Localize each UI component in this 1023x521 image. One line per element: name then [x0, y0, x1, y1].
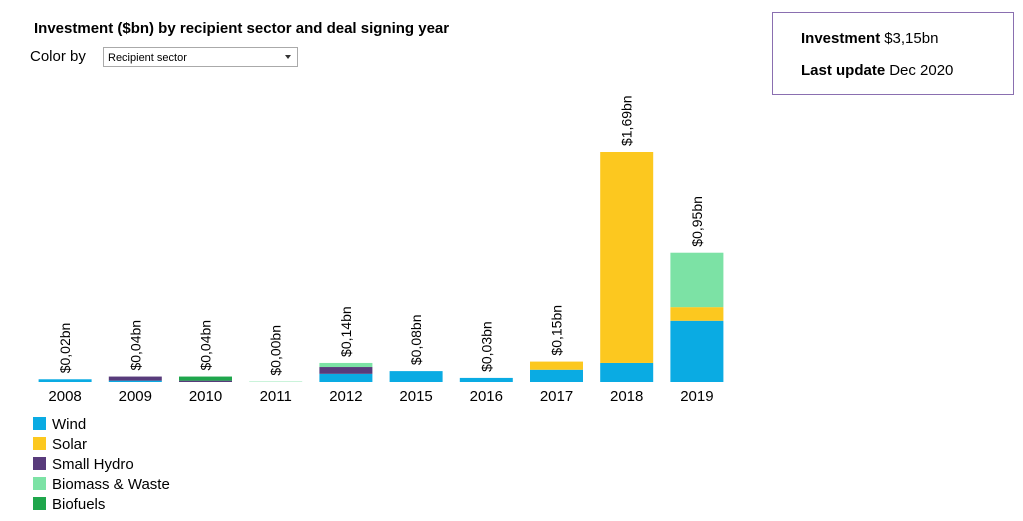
bar-segment	[319, 367, 373, 374]
legend-label: Solar	[52, 436, 87, 453]
bar-segment	[179, 376, 232, 381]
color-by-label: Color by	[30, 48, 86, 65]
legend-swatch	[33, 437, 46, 450]
bar-segment	[530, 361, 583, 370]
bar-segment	[319, 373, 373, 382]
dropdown-arrow[interactable]	[285, 55, 291, 59]
legend-swatch	[33, 457, 46, 470]
total-label: $0,04bn	[127, 320, 143, 371]
x-tick-label: 2009	[119, 388, 152, 405]
x-tick-label: 2012	[329, 388, 362, 405]
bar-segment	[600, 152, 654, 363]
bar-segment	[670, 307, 724, 321]
total-label: $0,03bn	[478, 321, 494, 372]
x-tick-label: 2018	[610, 388, 643, 405]
total-label: $0,95bn	[689, 196, 705, 247]
legend-label: Biofuels	[52, 496, 105, 513]
total-label: $0,14bn	[338, 306, 354, 357]
info-investment: Investment $3,15bn	[801, 30, 938, 47]
total-label: $0,15bn	[549, 305, 565, 356]
dropdown-box[interactable]	[103, 47, 298, 67]
x-tick-label: 2011	[260, 388, 292, 405]
legend-label: Wind	[52, 416, 86, 433]
dropdown[interactable]: Recipient sector	[103, 47, 298, 67]
x-tick-label: 2010	[189, 388, 222, 405]
bar-segment	[108, 380, 162, 382]
chart-title: Investment ($bn) by recipient sector and…	[34, 20, 449, 37]
x-tick-label: 2016	[470, 388, 503, 405]
x-tick-label: 2017	[540, 388, 573, 405]
total-label: $0,04bn	[198, 320, 214, 371]
dropdown-value[interactable]: Recipient sector	[108, 52, 187, 64]
legend-label: Small Hydro	[52, 456, 134, 473]
bar-segment	[108, 376, 162, 381]
info-update: Last update Dec 2020	[801, 62, 953, 79]
bar-segment	[319, 362, 373, 368]
info-value: $3,15bn	[884, 30, 938, 47]
legend-swatch	[33, 477, 46, 490]
info-value: Dec 2020	[889, 62, 953, 79]
legend-swatch	[33, 417, 46, 430]
legend-label: Biomass & Waste	[52, 476, 170, 493]
bar-segment	[389, 371, 443, 382]
info-box	[772, 12, 1014, 95]
bar-segment	[459, 377, 513, 382]
total-label: $1,69bn	[619, 95, 635, 146]
bar-segment	[530, 369, 583, 382]
bar-segment	[38, 379, 92, 382]
bar-segment	[670, 320, 724, 382]
info-label: Investment	[801, 30, 880, 47]
total-label: $0,02bn	[57, 323, 73, 374]
info-label: Last update	[801, 62, 885, 79]
total-label: $0,08bn	[408, 315, 424, 366]
total-label: $0,00bn	[268, 325, 284, 376]
x-tick-label: 2008	[48, 388, 81, 405]
x-tick-label: 2019	[680, 388, 713, 405]
bar-segment	[670, 252, 724, 308]
legend-swatch	[33, 497, 46, 510]
bar-segment	[179, 380, 232, 382]
bar-segment	[600, 362, 654, 382]
x-tick-label: 2015	[399, 388, 432, 405]
